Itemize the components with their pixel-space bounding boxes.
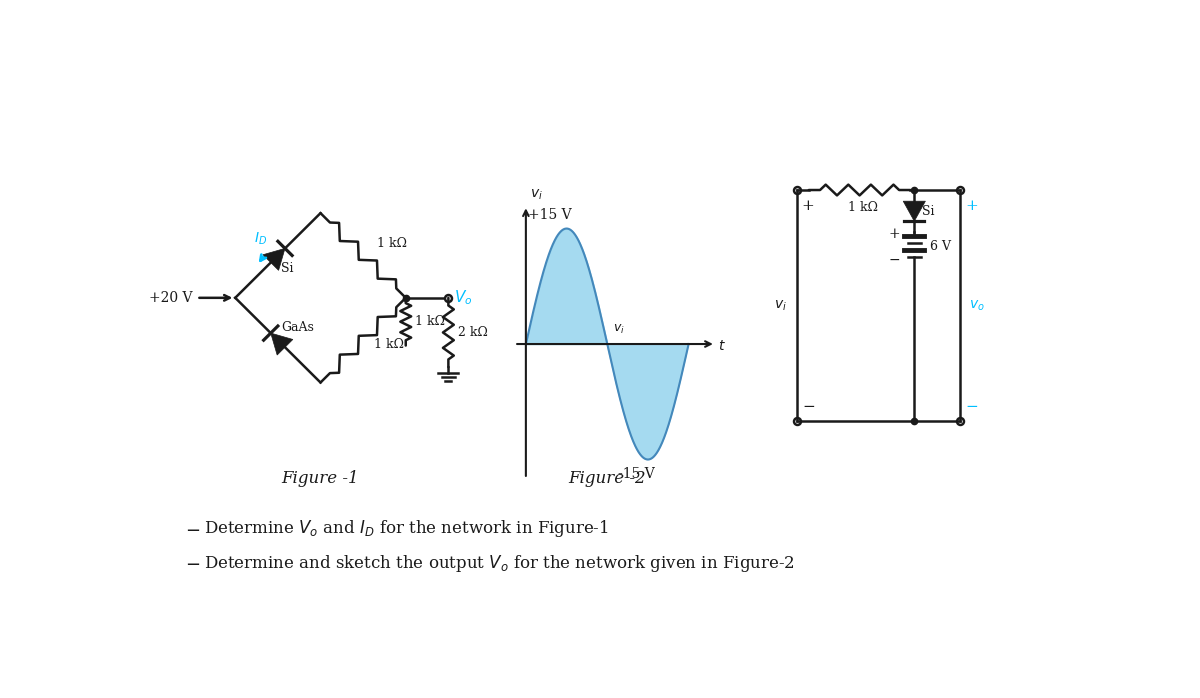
Text: Figure -2: Figure -2 — [569, 470, 646, 487]
Text: Determine $V_o$ and $I_D$ for the network in Figure-1: Determine $V_o$ and $I_D$ for the networ… — [204, 519, 610, 540]
Text: Figure -1: Figure -1 — [282, 470, 359, 487]
Text: 1 kΩ: 1 kΩ — [377, 237, 407, 251]
Text: 1 kΩ: 1 kΩ — [848, 201, 878, 214]
Polygon shape — [263, 248, 284, 270]
Text: +: + — [889, 227, 900, 241]
Polygon shape — [271, 333, 293, 355]
Text: $-$: $-$ — [185, 520, 200, 538]
Text: +15 V: +15 V — [528, 209, 571, 223]
Text: 6 V: 6 V — [930, 240, 950, 253]
Text: $v_i$: $v_i$ — [529, 187, 542, 202]
Text: $-$: $-$ — [185, 554, 200, 572]
Text: -15 V: -15 V — [618, 467, 655, 481]
Text: $V_o$: $V_o$ — [454, 288, 473, 307]
Text: $v_i$: $v_i$ — [774, 298, 786, 313]
Text: +: + — [802, 199, 815, 214]
Text: 2 kΩ: 2 kΩ — [457, 326, 487, 339]
Text: 1 kΩ: 1 kΩ — [415, 315, 445, 328]
Text: $v_i$: $v_i$ — [613, 323, 625, 336]
Text: $I_D$: $I_D$ — [254, 230, 268, 247]
Text: +20 V: +20 V — [149, 291, 193, 305]
Text: $t$: $t$ — [718, 339, 726, 352]
Text: +: + — [965, 199, 978, 214]
Text: $v_o$: $v_o$ — [970, 298, 985, 313]
Text: $-$: $-$ — [965, 398, 978, 412]
Text: 1 kΩ: 1 kΩ — [374, 338, 404, 350]
Text: Si: Si — [281, 262, 294, 274]
Text: $-$: $-$ — [888, 252, 900, 267]
Text: $-$: $-$ — [802, 398, 815, 412]
Text: GaAs: GaAs — [281, 321, 314, 334]
Text: Si: Si — [922, 205, 935, 218]
Text: Determine and sketch the output $V_o$ for the network given in Figure-2: Determine and sketch the output $V_o$ fo… — [204, 553, 796, 574]
Polygon shape — [904, 201, 925, 221]
